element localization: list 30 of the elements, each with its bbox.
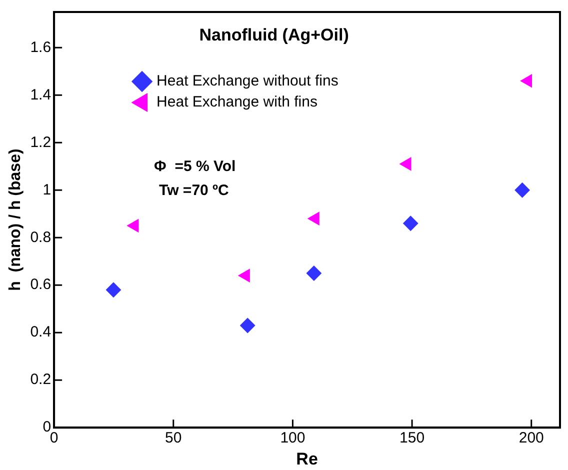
point: [403, 216, 418, 231]
point: [400, 157, 412, 171]
y-tick-label: 0.8: [30, 228, 52, 246]
annotation: Φ =5 % Vol: [154, 158, 236, 176]
x-tick-label: 200: [518, 430, 544, 447]
point: [306, 266, 322, 281]
text: Nanofluid (Ag+Oil): [199, 26, 349, 45]
legend-label: Heat Exchange without fins: [156, 72, 338, 90]
y-tick-label: 0.2: [30, 371, 52, 388]
x-tick-label: 50: [165, 430, 182, 447]
y-tick-label: 0.6: [30, 276, 52, 294]
point: [520, 74, 532, 88]
point: [106, 282, 121, 298]
y-tick-label: 0: [42, 418, 52, 436]
x-axis-title: Re: [296, 449, 318, 468]
y-axis-title: h (nano) / h (base): [7, 148, 24, 291]
y-tick-label: 0.4: [30, 324, 52, 341]
point: [308, 212, 320, 226]
point: [238, 269, 250, 282]
x-tick-label: 150: [400, 430, 425, 447]
legend-label: Heat Exchange with fins: [156, 94, 318, 111]
point: [127, 219, 139, 232]
y-tick-label: 1: [42, 181, 52, 198]
y-tick-label: 1.2: [30, 134, 52, 151]
y-tick-label: 1.6: [30, 38, 52, 56]
y-tick-label: 1.4: [30, 86, 52, 104]
point: [240, 318, 256, 333]
point: [514, 182, 530, 198]
annotation: Tw =70 ºC: [159, 182, 230, 200]
x-tick-label: 100: [280, 430, 306, 447]
